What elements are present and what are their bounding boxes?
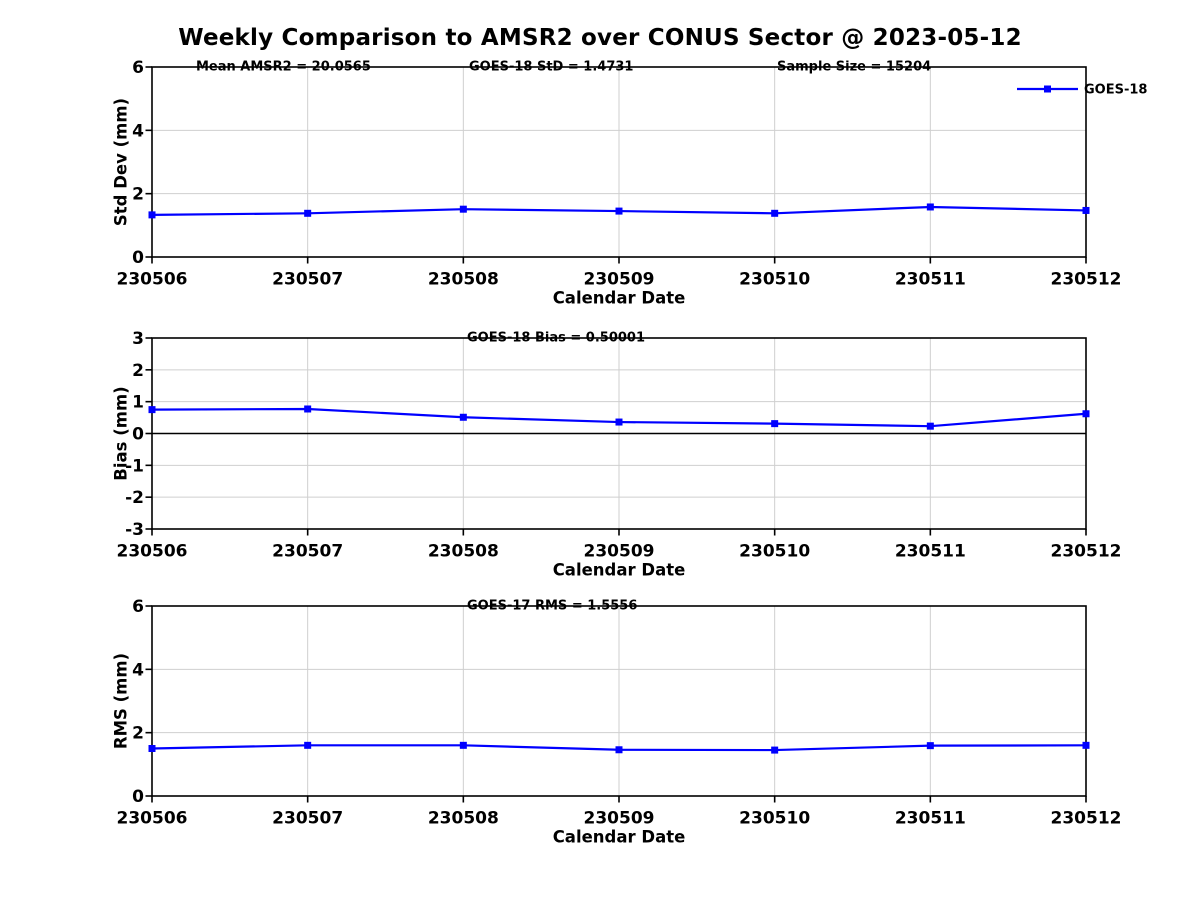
y-tick-label: 1 — [132, 393, 144, 413]
y-axis-label: Std Dev (mm) — [112, 98, 131, 226]
data-point-marker — [771, 209, 779, 217]
y-tick-label: 2 — [132, 724, 144, 744]
x-tick-label: 230508 — [428, 542, 499, 562]
annotation: GOES-18 Bias = 0.50001 — [467, 331, 645, 346]
data-point-marker — [926, 422, 934, 430]
x-tick-label: 230512 — [1051, 809, 1122, 829]
x-tick-label: 230510 — [739, 270, 810, 290]
data-point-marker — [304, 741, 312, 749]
data-point-marker — [615, 746, 623, 754]
y-tick-label: 4 — [132, 121, 144, 141]
x-tick-label: 230509 — [584, 542, 655, 562]
x-tick-label: 230510 — [739, 542, 810, 562]
data-point-marker — [304, 405, 312, 413]
x-tick-label: 230507 — [272, 809, 343, 829]
data-point-marker — [615, 418, 623, 426]
x-tick-label: 230512 — [1051, 270, 1122, 290]
y-axis-label: Bias (mm) — [112, 386, 131, 480]
data-point-marker — [1082, 741, 1090, 749]
y-tick-label: 0 — [132, 248, 144, 268]
x-tick-label: 230512 — [1051, 542, 1122, 562]
figure-title: Weekly Comparison to AMSR2 over CONUS Se… — [178, 25, 1022, 51]
x-axis-label: Calendar Date — [553, 561, 686, 580]
x-tick-label: 230509 — [584, 809, 655, 829]
y-tick-label: 0 — [132, 425, 144, 445]
y-tick-label: -3 — [125, 520, 144, 540]
x-tick-label: 230511 — [895, 809, 966, 829]
y-tick-label: 2 — [132, 361, 144, 381]
x-axis-label: Calendar Date — [553, 289, 686, 308]
data-point-marker — [304, 209, 312, 217]
annotation: Sample Size = 15204 — [777, 60, 931, 75]
data-point-marker — [148, 745, 156, 752]
y-axis-label: RMS (mm) — [112, 653, 131, 749]
x-tick-label: 230507 — [272, 542, 343, 562]
data-point-marker — [459, 741, 467, 749]
data-point-marker — [459, 205, 467, 213]
y-tick-label: -1 — [125, 456, 144, 476]
y-tick-label: 6 — [132, 597, 144, 617]
annotation: GOES-18 StD = 1.4731 — [469, 60, 633, 75]
y-tick-label: 0 — [132, 787, 144, 807]
data-point-marker — [148, 211, 156, 219]
x-tick-label: 230509 — [584, 270, 655, 290]
data-point-marker — [615, 207, 623, 215]
data-point-marker — [771, 746, 779, 754]
data-point-marker — [771, 420, 779, 428]
annotation: Mean AMSR2 = 20.0565 — [196, 60, 371, 75]
x-tick-label: 230506 — [117, 270, 188, 290]
y-tick-label: -2 — [125, 488, 144, 508]
data-point-marker — [459, 413, 467, 421]
data-point-marker — [926, 203, 934, 211]
y-tick-label: 3 — [132, 329, 144, 349]
x-axis-label: Calendar Date — [553, 828, 686, 847]
x-tick-label: 230508 — [428, 809, 499, 829]
y-tick-label: 2 — [132, 185, 144, 205]
data-point-marker — [1082, 410, 1090, 418]
legend-label: GOES-18 — [1084, 83, 1147, 98]
x-tick-label: 230510 — [739, 809, 810, 829]
x-tick-label: 230506 — [117, 809, 188, 829]
data-point-marker — [148, 406, 156, 414]
y-tick-label: 4 — [132, 660, 144, 680]
x-tick-label: 230506 — [117, 542, 188, 562]
annotation: GOES-17 RMS = 1.5556 — [467, 599, 637, 614]
data-point-marker — [926, 742, 934, 750]
x-tick-label: 230511 — [895, 270, 966, 290]
y-tick-label: 6 — [132, 58, 144, 78]
x-tick-label: 230511 — [895, 542, 966, 562]
data-point-marker — [1082, 206, 1090, 214]
legend-marker — [1044, 85, 1051, 93]
x-tick-label: 230507 — [272, 270, 343, 290]
x-tick-label: 230508 — [428, 270, 499, 290]
